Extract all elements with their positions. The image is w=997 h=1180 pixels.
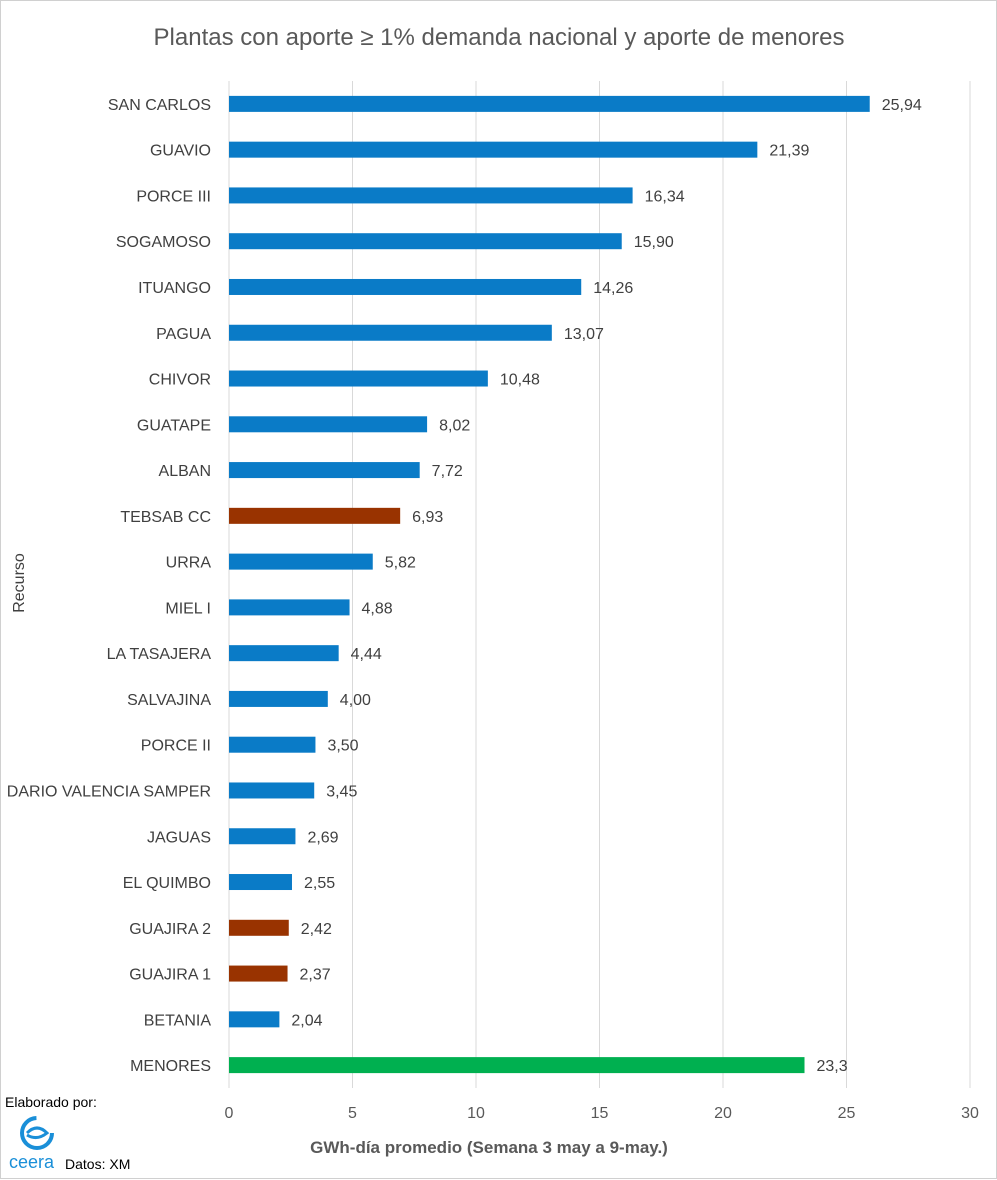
bar: [229, 599, 350, 616]
bar: [229, 95, 870, 112]
x-tick-label: 20: [714, 1105, 732, 1122]
data-label: 3,45: [326, 783, 357, 800]
bar: [229, 416, 428, 433]
data-label: 2,04: [291, 1012, 322, 1029]
x-tick-label: 30: [961, 1105, 979, 1122]
data-label: 8,02: [439, 417, 470, 434]
data-label: 4,44: [351, 646, 382, 663]
x-tick-label: 5: [348, 1105, 357, 1122]
data-label: 10,48: [500, 372, 540, 389]
data-label: 3,50: [327, 738, 358, 755]
category-label: ALBAN: [159, 463, 211, 480]
category-label: GUAVIO: [150, 143, 211, 160]
data-label: 14,26: [593, 280, 633, 297]
data-label: 4,00: [340, 692, 371, 709]
category-label: PORCE III: [136, 188, 211, 205]
category-label: CHIVOR: [149, 372, 211, 389]
chart-title: Plantas con aporte ≥ 1% demanda nacional…: [154, 24, 845, 51]
bar: [229, 553, 373, 570]
category-label: URRA: [166, 555, 212, 572]
bar: [229, 462, 420, 479]
bar: [229, 1057, 805, 1074]
category-label: LA TASAJERA: [107, 646, 212, 663]
y-axis-label: Recurso: [11, 553, 28, 613]
category-label: SOGAMOSO: [116, 234, 211, 251]
category-label: PORCE II: [141, 738, 211, 755]
data-label: 2,55: [304, 875, 335, 892]
bar: [229, 782, 315, 799]
data-label: 2,69: [307, 829, 338, 846]
gridlines: [228, 81, 971, 1088]
ceera-logo: ceera: [9, 1116, 55, 1172]
category-label: GUATAPE: [137, 417, 211, 434]
bar: [229, 278, 582, 295]
bar: [229, 965, 288, 982]
category-label: SALVAJINA: [127, 692, 211, 709]
category-label: PAGUA: [156, 326, 211, 343]
category-label: MENORES: [130, 1058, 211, 1075]
bar: [229, 736, 316, 753]
x-tick-label: 10: [467, 1105, 485, 1122]
bar: [229, 874, 292, 891]
category-label: DARIO VALENCIA SAMPER: [7, 783, 211, 800]
data-labels: 25,94 21,39 16,34 15,90 14,26 13,07 10,48 8,02 7…: [291, 97, 921, 1075]
category-label: ITUANGO: [138, 280, 211, 297]
data-label: 2,42: [301, 921, 332, 938]
logo-wordmark: ceera: [9, 1152, 55, 1172]
category-label: JAGUAS: [147, 829, 211, 846]
category-labels: SAN CARLOS GUAVIO PORCE III SOGAMOSO ITUANGO…: [7, 97, 212, 1075]
source-label: Datos: XM: [65, 1156, 131, 1172]
category-label: GUAJIRA 1: [129, 967, 211, 984]
x-tick-label: 25: [838, 1105, 856, 1122]
credit-label: Elaborado por:: [5, 1094, 97, 1110]
data-label: 5,82: [385, 555, 416, 572]
bar: [229, 690, 328, 707]
bar: [229, 645, 339, 662]
bar: [229, 1011, 280, 1028]
x-tick-label: 15: [591, 1105, 609, 1122]
bar: [229, 507, 401, 524]
bar: [229, 141, 758, 158]
bar: [229, 187, 633, 204]
x-tick-label: 0: [225, 1105, 234, 1122]
data-label: 25,94: [882, 97, 922, 114]
data-label: 15,90: [634, 234, 674, 251]
data-label: 16,34: [645, 188, 685, 205]
bar: [229, 324, 552, 341]
data-label: 21,39: [769, 143, 809, 160]
category-label: EL QUIMBO: [123, 875, 211, 892]
bars: [229, 95, 870, 1074]
category-label: BETANIA: [144, 1012, 212, 1029]
category-label: SAN CARLOS: [108, 97, 211, 114]
bar: [229, 370, 488, 387]
bar: [229, 828, 296, 845]
bar: [229, 233, 622, 250]
category-label: GUAJIRA 2: [129, 921, 211, 938]
data-label: 13,07: [564, 326, 604, 343]
category-label: MIEL I: [165, 600, 211, 617]
bar: [229, 919, 289, 936]
data-label: 23,3: [817, 1058, 848, 1075]
data-label: 4,88: [362, 600, 393, 617]
x-axis-label: GWh-día promedio (Semana 3 may a 9-may.): [310, 1138, 668, 1157]
x-tick-labels: 0 5 10 15 20 25 30: [225, 1105, 979, 1122]
category-label: TEBSAB CC: [120, 509, 211, 526]
data-label: 6,93: [412, 509, 443, 526]
data-label: 2,37: [300, 967, 331, 984]
data-label: 7,72: [432, 463, 463, 480]
